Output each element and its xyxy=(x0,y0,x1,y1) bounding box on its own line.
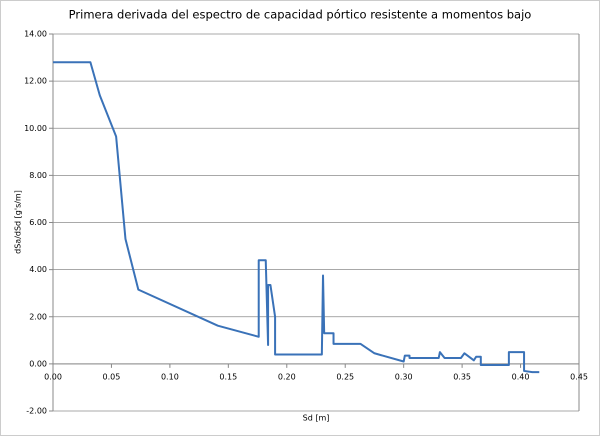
y-tick-label: 6.00 xyxy=(29,218,47,227)
y-tick-label: 12.00 xyxy=(24,77,47,86)
y-axis-label: dSa/dSd [g's/m] xyxy=(14,190,23,254)
x-tick-label: 0.05 xyxy=(103,372,121,381)
x-axis-label: Sd [m] xyxy=(303,414,330,423)
y-tick-label: 14.00 xyxy=(24,30,47,39)
chart-title: Primera derivada del espectro de capacid… xyxy=(69,8,532,22)
y-tick-label: 2.00 xyxy=(29,312,47,321)
x-tick-label: 0.20 xyxy=(278,372,296,381)
x-tick-label: 0.25 xyxy=(336,372,354,381)
x-tick-label: 0.10 xyxy=(161,372,179,381)
x-tick-label: 0.40 xyxy=(512,372,530,381)
y-tick-label: 0.00 xyxy=(29,359,47,368)
y-tick-label: 4.00 xyxy=(29,265,47,274)
y-tick-label: 8.00 xyxy=(29,171,47,180)
x-tick-label: 0.15 xyxy=(219,372,237,381)
y-tick-label: 10.00 xyxy=(24,124,47,133)
x-tick-label: 0.00 xyxy=(44,372,62,381)
x-tick-label: 0.35 xyxy=(453,372,471,381)
y-tick-label: -2.00 xyxy=(26,407,47,416)
x-tick-label: 0.45 xyxy=(570,372,588,381)
x-tick-label: 0.30 xyxy=(395,372,413,381)
data-line xyxy=(53,61,540,374)
